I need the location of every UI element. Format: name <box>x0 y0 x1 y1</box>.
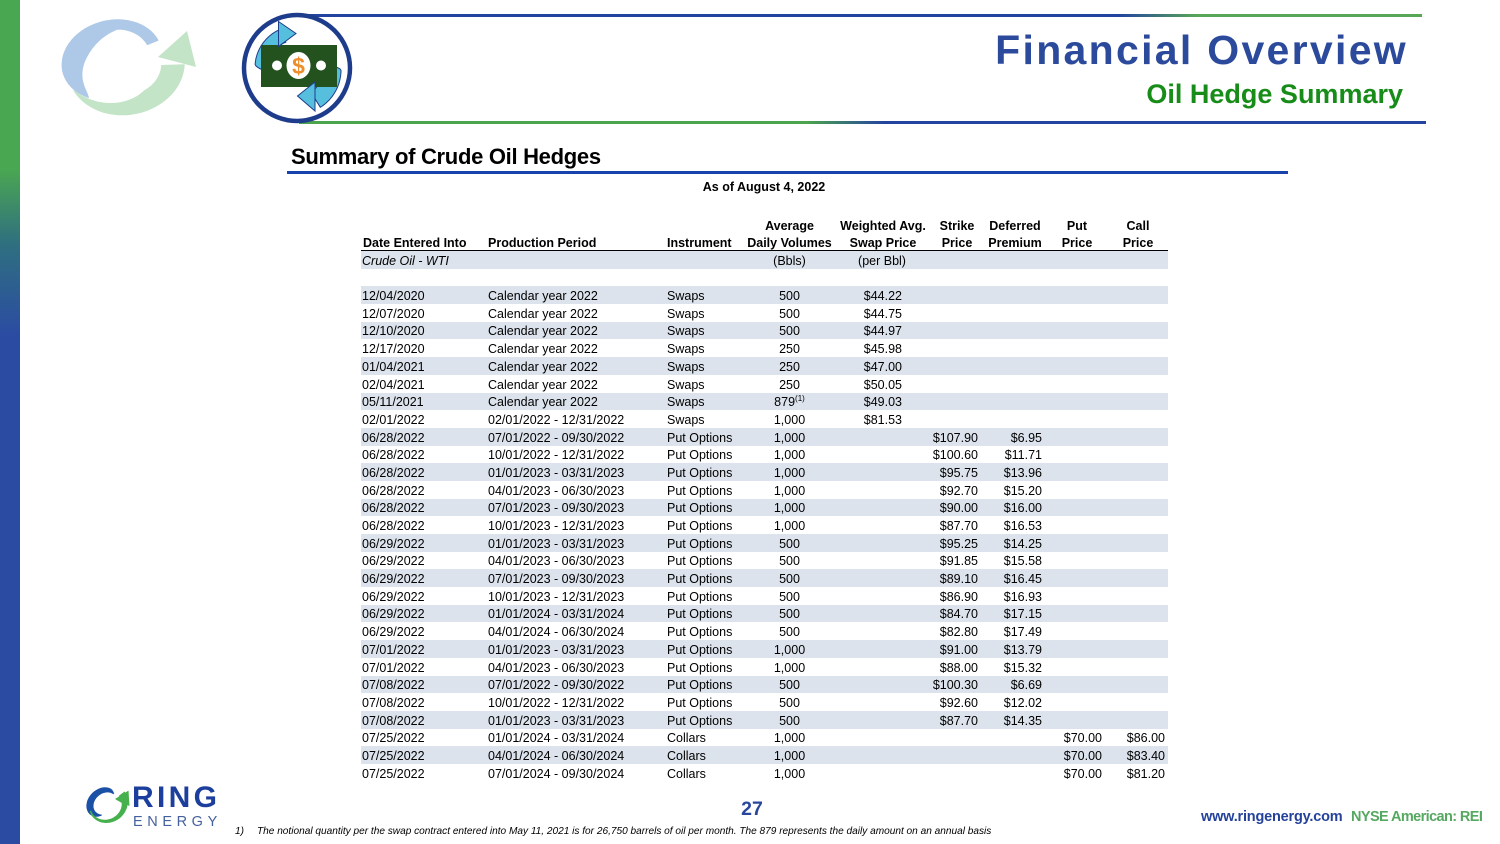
svg-text:$: $ <box>292 53 305 79</box>
